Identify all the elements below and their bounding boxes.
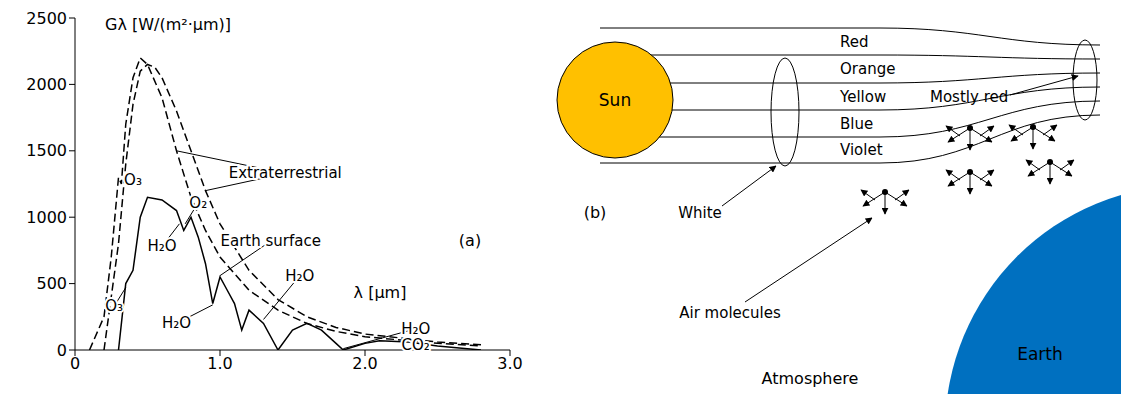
svg-text:H₂O: H₂O [147,237,176,255]
svg-text:(a): (a) [459,231,481,250]
svg-text:Earth: Earth [1017,344,1063,364]
svg-text:λ [μm]: λ [μm] [354,283,407,302]
svg-text:Mostly red: Mostly red [930,88,1008,106]
svg-text:0: 0 [70,354,80,373]
svg-text:Gλ [W/(m²·μm)]: Gλ [W/(m²·μm)] [105,15,231,34]
svg-text:Earth surface: Earth surface [221,232,321,250]
svg-text:Violet: Violet [840,141,883,159]
svg-text:White: White [678,204,722,222]
svg-text:Sun: Sun [599,90,631,110]
svg-text:1500: 1500 [26,141,67,160]
svg-text:H₂O: H₂O [162,314,191,332]
svg-text:H₂O: H₂O [401,319,431,338]
svg-text:2500: 2500 [26,9,67,28]
svg-text:Atmosphere: Atmosphere [762,369,859,388]
svg-text:500: 500 [36,274,67,293]
svg-text:Yellow: Yellow [839,88,886,106]
svg-text:3.0: 3.0 [497,354,522,373]
svg-text:Extraterrestrial: Extraterrestrial [229,164,342,182]
svg-text:CO₂: CO₂ [402,336,430,354]
svg-text:Blue: Blue [840,115,873,133]
svg-text:O₃: O₃ [124,171,142,189]
svg-text:Red: Red [840,33,869,51]
svg-text:2000: 2000 [26,75,67,94]
svg-text:H₂O: H₂O [285,267,314,285]
svg-text:O₂: O₂ [189,194,207,212]
svg-text:0: 0 [57,341,67,360]
svg-text:Orange: Orange [840,60,895,78]
svg-text:1000: 1000 [26,208,67,227]
svg-text:(b): (b) [584,203,607,222]
svg-text:1.0: 1.0 [207,354,232,373]
svg-text:O₃: O₃ [105,297,123,315]
svg-text:Air molecules: Air molecules [679,304,781,322]
svg-text:2.0: 2.0 [352,354,377,373]
